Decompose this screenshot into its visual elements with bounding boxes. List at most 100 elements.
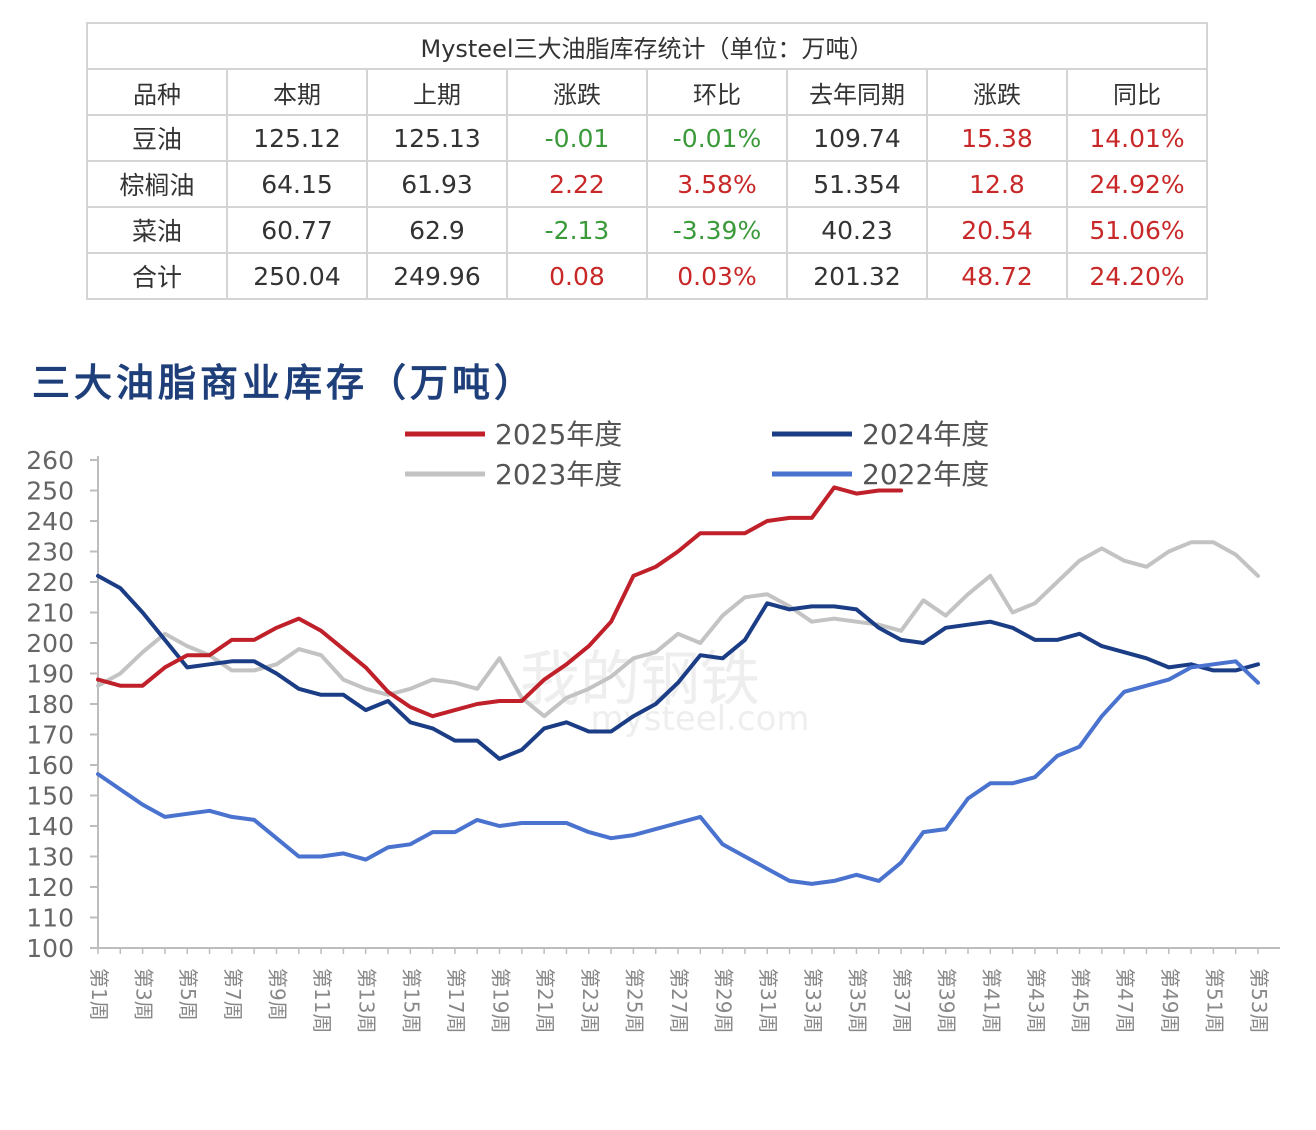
series-line-2025年度 bbox=[96, 485, 904, 719]
x-tick-label: 第45周 bbox=[1069, 968, 1093, 1033]
header-cell: 涨跌 bbox=[506, 68, 648, 116]
legend-label: 2022年度 bbox=[862, 458, 989, 491]
watermark-domain: mysteel.com bbox=[591, 699, 810, 739]
row-label: 棕榈油 bbox=[86, 160, 228, 208]
header-cell: 本期 bbox=[226, 68, 368, 116]
table-cell: 125.13 bbox=[366, 114, 508, 162]
table-cell: 60.77 bbox=[226, 206, 368, 254]
y-tick-label: 210 bbox=[26, 599, 74, 628]
x-tick-label: 第17周 bbox=[444, 968, 468, 1033]
y-tick-label: 170 bbox=[26, 721, 74, 750]
table-cell: 109.74 bbox=[786, 114, 928, 162]
table-cell: 61.93 bbox=[366, 160, 508, 208]
legend-label: 2023年度 bbox=[495, 458, 622, 491]
y-tick-label: 140 bbox=[26, 812, 74, 841]
header-cell: 上期 bbox=[366, 68, 508, 116]
x-tick-label: 第43周 bbox=[1024, 968, 1048, 1033]
x-tick-label: 第49周 bbox=[1158, 968, 1182, 1033]
legend-label: 2025年度 bbox=[495, 418, 622, 451]
legend-label: 2024年度 bbox=[862, 418, 989, 451]
x-tick-label: 第19周 bbox=[489, 968, 513, 1033]
table-cell: 0.03% bbox=[646, 252, 788, 300]
table-cell: 64.15 bbox=[226, 160, 368, 208]
table-cell: 15.38 bbox=[926, 114, 1068, 162]
header-cell: 涨跌 bbox=[926, 68, 1068, 116]
y-tick-label: 250 bbox=[26, 477, 74, 506]
table-cell: 201.32 bbox=[786, 252, 928, 300]
row-label: 豆油 bbox=[86, 114, 228, 162]
table-cell: -0.01% bbox=[646, 114, 788, 162]
x-tick-label: 第29周 bbox=[712, 968, 736, 1033]
chart-axes: 1001101201301401501601701801902002102202… bbox=[26, 446, 1280, 1033]
y-tick-label: 200 bbox=[26, 629, 74, 658]
table-cell: 250.04 bbox=[226, 252, 368, 300]
x-tick-label: 第51周 bbox=[1202, 968, 1226, 1033]
y-tick-label: 100 bbox=[26, 934, 74, 963]
y-tick-label: 150 bbox=[26, 782, 74, 811]
table-cell: 62.9 bbox=[366, 206, 508, 254]
y-tick-label: 110 bbox=[26, 904, 74, 933]
y-tick-label: 130 bbox=[26, 843, 74, 872]
y-tick-label: 240 bbox=[26, 507, 74, 536]
table-cell: 51.354 bbox=[786, 160, 928, 208]
table-cell: 40.23 bbox=[786, 206, 928, 254]
y-tick-label: 260 bbox=[26, 446, 74, 475]
x-tick-label: 第9周 bbox=[265, 968, 289, 1021]
x-tick-label: 第35周 bbox=[845, 968, 869, 1033]
table-cell: 48.72 bbox=[926, 252, 1068, 300]
header-cell: 去年同期 bbox=[786, 68, 928, 116]
table-cell: 51.06% bbox=[1066, 206, 1208, 254]
header-cell: 同比 bbox=[1066, 68, 1208, 116]
inventory-line-chart: 我的钢铁 mysteel.com 10011012013014015016017… bbox=[26, 418, 1280, 1033]
header-cell: 品种 bbox=[86, 68, 228, 116]
x-tick-label: 第3周 bbox=[132, 968, 156, 1021]
series-line-2023年度 bbox=[96, 540, 1260, 719]
table-cell: 24.20% bbox=[1066, 252, 1208, 300]
table-row: 菜油 60.77 62.9 -2.13 -3.39% 40.23 20.54 5… bbox=[86, 206, 1208, 254]
table-cell: 2.22 bbox=[506, 160, 648, 208]
table-cell: 12.8 bbox=[926, 160, 1068, 208]
table-cell: 14.01% bbox=[1066, 114, 1208, 162]
table-cell: -3.39% bbox=[646, 206, 788, 254]
x-tick-label: 第47周 bbox=[1113, 968, 1137, 1033]
x-tick-label: 第5周 bbox=[176, 968, 200, 1021]
row-label: 菜油 bbox=[86, 206, 228, 254]
x-tick-label: 第25周 bbox=[622, 968, 646, 1033]
table-cell: -2.13 bbox=[506, 206, 648, 254]
x-tick-label: 第41周 bbox=[979, 968, 1003, 1033]
chart-series bbox=[96, 485, 1260, 886]
x-tick-label: 第1周 bbox=[87, 968, 111, 1021]
series-line-2024年度 bbox=[96, 573, 1260, 761]
table-cell: 24.92% bbox=[1066, 160, 1208, 208]
inventory-stats-table: Mysteel三大油脂库存统计（单位：万吨） 品种 本期 上期 涨跌 环比 去年… bbox=[86, 22, 1208, 300]
table-row: 合计 250.04 249.96 0.08 0.03% 201.32 48.72… bbox=[86, 252, 1208, 300]
x-tick-label: 第11周 bbox=[310, 968, 334, 1033]
x-tick-label: 第39周 bbox=[935, 968, 959, 1033]
row-label: 合计 bbox=[86, 252, 228, 300]
y-tick-label: 190 bbox=[26, 660, 74, 689]
table-cell: 3.58% bbox=[646, 160, 788, 208]
table-header-row: 品种 本期 上期 涨跌 环比 去年同期 涨跌 同比 bbox=[86, 68, 1208, 116]
chart-title: 三大油脂商业库存（万吨） bbox=[32, 360, 537, 405]
x-tick-label: 第27周 bbox=[667, 968, 691, 1033]
x-tick-label: 第23周 bbox=[578, 968, 602, 1033]
table-cell: 20.54 bbox=[926, 206, 1068, 254]
table-cell: 249.96 bbox=[366, 252, 508, 300]
x-tick-label: 第31周 bbox=[756, 968, 780, 1033]
y-tick-label: 180 bbox=[26, 690, 74, 719]
y-tick-label: 120 bbox=[26, 873, 74, 902]
x-tick-label: 第7周 bbox=[221, 968, 245, 1021]
table-cell: 125.12 bbox=[226, 114, 368, 162]
y-tick-label: 220 bbox=[26, 568, 74, 597]
x-tick-label: 第15周 bbox=[399, 968, 423, 1033]
y-tick-label: 230 bbox=[26, 538, 74, 567]
table-title: Mysteel三大油脂库存统计（单位：万吨） bbox=[86, 22, 1208, 70]
x-tick-label: 第53周 bbox=[1247, 968, 1271, 1033]
x-tick-label: 第37周 bbox=[890, 968, 914, 1033]
chart-legend: 2025年度 2024年度 2023年度 2022年度 bbox=[405, 418, 989, 491]
table-row: 豆油 125.12 125.13 -0.01 -0.01% 109.74 15.… bbox=[86, 114, 1208, 162]
y-tick-label: 160 bbox=[26, 751, 74, 780]
header-cell: 环比 bbox=[646, 68, 788, 116]
x-tick-label: 第33周 bbox=[801, 968, 825, 1033]
x-tick-label: 第21周 bbox=[533, 968, 557, 1033]
